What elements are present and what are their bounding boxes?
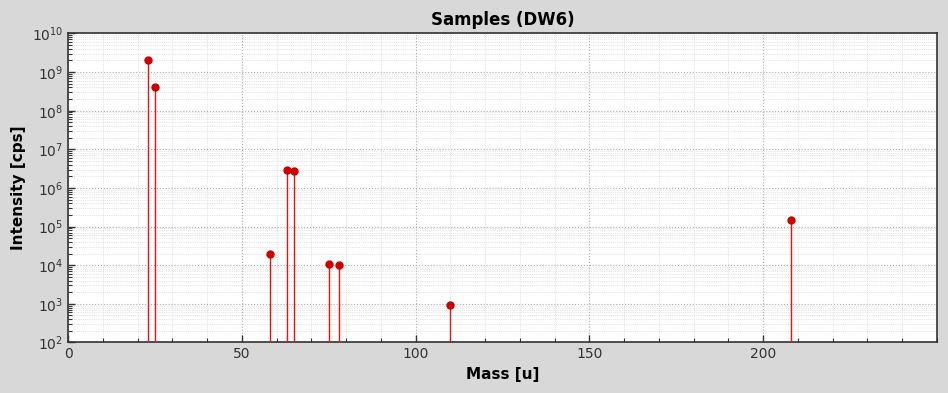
X-axis label: Mass [u]: Mass [u] — [465, 367, 539, 382]
Y-axis label: Intensity [cps]: Intensity [cps] — [11, 126, 27, 250]
Title: Samples (DW6): Samples (DW6) — [430, 11, 574, 29]
